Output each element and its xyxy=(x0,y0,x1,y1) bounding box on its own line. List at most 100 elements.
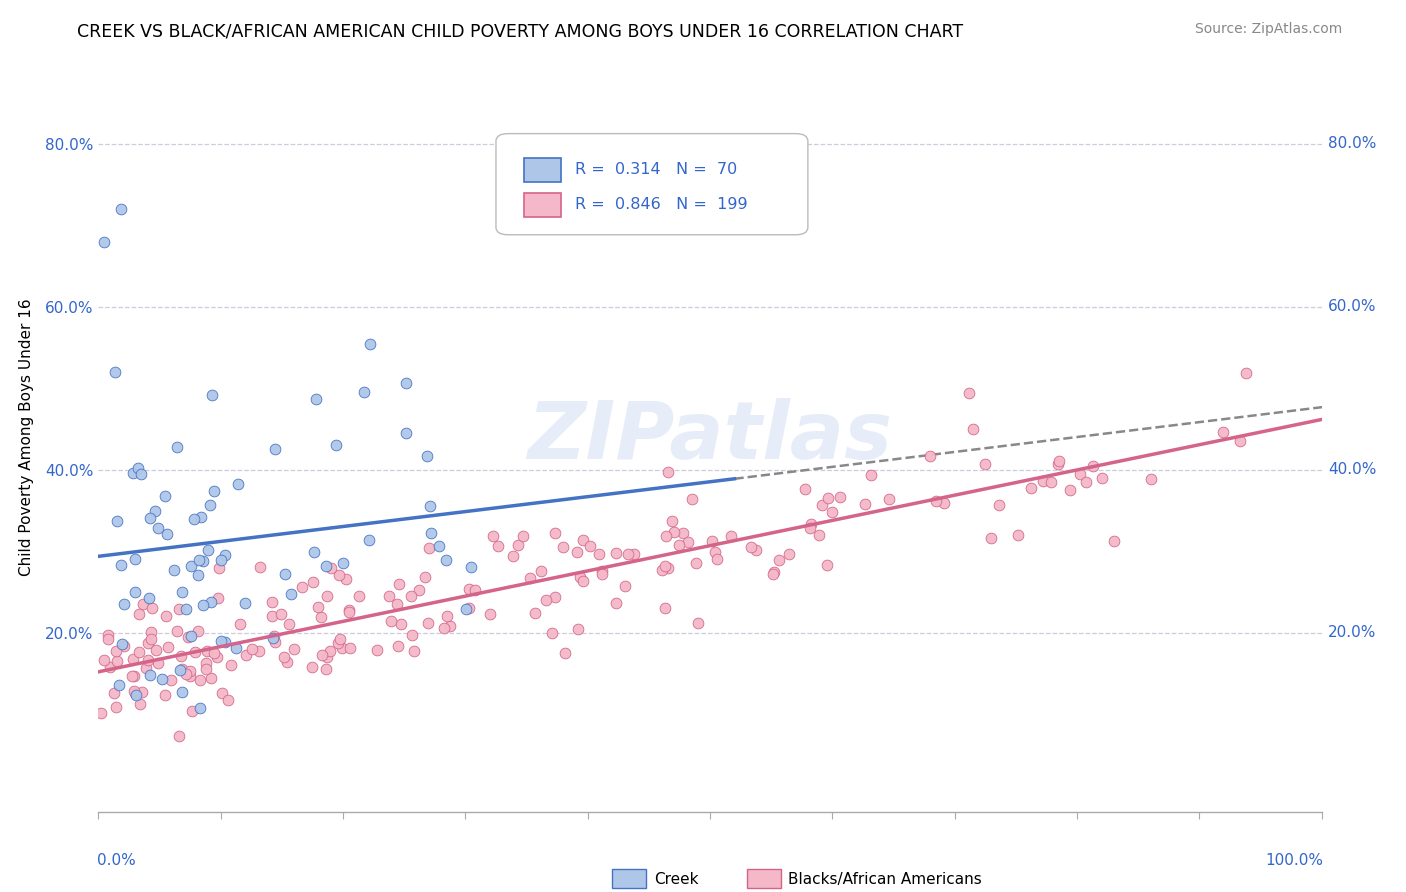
Point xyxy=(794,482,817,496)
Point xyxy=(190,509,212,524)
Point xyxy=(307,600,329,615)
Point xyxy=(623,547,645,561)
Text: ZIPatlas: ZIPatlas xyxy=(527,398,893,476)
Point xyxy=(1212,425,1234,439)
Point xyxy=(544,525,567,540)
Point xyxy=(233,596,256,610)
Point xyxy=(309,610,332,624)
Point xyxy=(160,673,183,688)
Point xyxy=(301,659,323,673)
Point xyxy=(122,467,145,481)
Point xyxy=(100,659,122,673)
Text: Source: ZipAtlas.com: Source: ZipAtlas.com xyxy=(1195,22,1343,37)
Point xyxy=(93,653,115,667)
Point xyxy=(420,525,443,540)
Text: 20.0%: 20.0% xyxy=(1327,625,1376,640)
Point xyxy=(301,575,323,590)
Point xyxy=(434,553,457,567)
Point xyxy=(93,235,115,249)
Point xyxy=(105,654,128,668)
Point xyxy=(127,461,149,475)
Point xyxy=(139,510,162,524)
Point xyxy=(654,529,676,543)
Point xyxy=(934,496,956,510)
Point xyxy=(214,635,236,649)
Point xyxy=(136,636,159,650)
Point xyxy=(191,554,214,568)
Point xyxy=(1047,454,1070,468)
Point xyxy=(672,526,695,541)
Point xyxy=(1047,457,1070,471)
Point xyxy=(179,669,201,683)
Point xyxy=(565,545,588,559)
Point xyxy=(460,559,482,574)
Point xyxy=(553,540,575,554)
Point xyxy=(176,602,198,616)
Point xyxy=(1039,475,1062,489)
Point xyxy=(543,591,565,605)
Point xyxy=(439,619,461,633)
Point xyxy=(980,531,1002,545)
Point xyxy=(416,616,439,631)
Point xyxy=(395,376,418,391)
Point xyxy=(262,631,284,645)
Point xyxy=(457,600,479,615)
Point xyxy=(325,438,347,452)
Point xyxy=(821,505,844,519)
Point xyxy=(339,640,361,655)
Point xyxy=(202,483,225,498)
Point xyxy=(617,548,640,562)
Point xyxy=(291,580,314,594)
Point xyxy=(419,499,441,513)
Point xyxy=(329,632,352,646)
Point xyxy=(135,661,157,675)
Point xyxy=(97,628,120,642)
Point xyxy=(122,652,145,666)
Point xyxy=(183,512,205,526)
Point xyxy=(276,655,298,669)
Text: R =  0.846   N =  199: R = 0.846 N = 199 xyxy=(575,197,748,212)
Point xyxy=(209,553,232,567)
Point xyxy=(877,492,900,507)
Point xyxy=(138,591,160,606)
Point xyxy=(141,601,163,615)
Point xyxy=(112,598,135,612)
Point xyxy=(156,527,179,541)
Point xyxy=(486,539,509,553)
Point xyxy=(169,663,191,677)
Point xyxy=(330,640,353,655)
Point xyxy=(778,547,800,561)
FancyBboxPatch shape xyxy=(496,134,808,235)
Point xyxy=(166,624,188,638)
Point xyxy=(337,605,360,619)
Point xyxy=(153,489,176,503)
Point xyxy=(167,729,190,743)
Point xyxy=(181,704,204,718)
Point xyxy=(1091,471,1114,485)
Point xyxy=(90,706,112,720)
Point xyxy=(183,645,205,659)
Point xyxy=(925,493,948,508)
Point xyxy=(1074,475,1097,489)
Text: 60.0%: 60.0% xyxy=(1327,300,1376,314)
Point xyxy=(458,582,481,596)
Point xyxy=(332,556,354,570)
Point xyxy=(416,449,439,463)
Point xyxy=(408,582,430,597)
Point xyxy=(319,643,342,657)
Point xyxy=(524,606,547,620)
Point xyxy=(195,656,218,670)
Point xyxy=(591,564,613,578)
Point xyxy=(180,629,202,643)
Point xyxy=(1032,474,1054,488)
Point xyxy=(104,700,127,714)
Point xyxy=(260,595,283,609)
Point xyxy=(681,492,703,507)
Point xyxy=(170,584,193,599)
Point xyxy=(191,598,214,612)
Point xyxy=(125,689,148,703)
Point xyxy=(567,622,589,636)
Point xyxy=(264,635,287,649)
Text: Blacks/African Americans: Blacks/African Americans xyxy=(789,871,981,887)
Point xyxy=(534,592,557,607)
